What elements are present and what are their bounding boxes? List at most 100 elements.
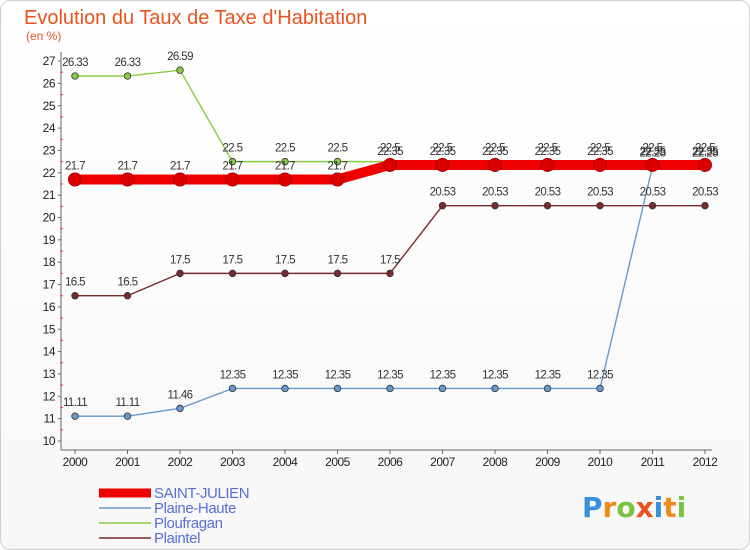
data-label: 16.5 xyxy=(118,277,138,289)
data-label: 22.5 xyxy=(275,143,295,155)
y-tick-label: 15 xyxy=(43,322,56,336)
y-tick-label: 12 xyxy=(43,389,56,403)
data-label: 12.35 xyxy=(377,369,403,381)
data-label: 22.5 xyxy=(380,143,400,155)
legend-label: Plaintel xyxy=(154,530,200,547)
data-label: 20.53 xyxy=(482,187,508,199)
legend: SAINT-JULIENPlaine-HautePloufraganPlaint… xyxy=(99,485,250,547)
data-point xyxy=(71,72,79,80)
data-point xyxy=(330,172,345,187)
axes: 10 11 12 13 14 15 16 17 18 19 20 21 22 23 24 25 26 27 200… xyxy=(43,52,719,469)
y-tick-label: 16 xyxy=(43,300,56,314)
data-label: 17.5 xyxy=(275,254,295,266)
chart-subtitle: (en %) xyxy=(26,29,61,43)
data-label: 12.35 xyxy=(325,369,351,381)
y-minor-ticks xyxy=(60,71,63,431)
data-point xyxy=(488,157,502,172)
y-ticks: 10 11 12 13 14 15 16 17 18 19 20 21 22 23 24 25 26 27 xyxy=(43,54,61,448)
data-point xyxy=(173,172,187,187)
data-label: 22.28 xyxy=(640,148,666,160)
data-point xyxy=(71,412,79,420)
data-label: 21.7 xyxy=(65,161,85,173)
data-point xyxy=(123,292,132,300)
x-tick-label: 2009 xyxy=(535,455,561,469)
data-point xyxy=(120,172,135,187)
data-label: 22.5 xyxy=(485,143,505,155)
data-label: 21.7 xyxy=(170,161,190,173)
data-label: 11.11 xyxy=(63,397,87,409)
x-tick-label: 2011 xyxy=(641,455,666,469)
y-tick-label: 13 xyxy=(43,367,56,381)
data-label: 20.53 xyxy=(587,187,613,199)
data-label: 22.35 xyxy=(535,146,561,158)
data-point xyxy=(228,269,237,278)
data-point xyxy=(281,269,289,278)
legend-label: Plaine-Haute xyxy=(154,500,236,517)
data-label: 22.5 xyxy=(223,143,243,155)
data-point xyxy=(278,172,292,187)
logo-letter: r xyxy=(603,491,617,524)
legend-label: Ploufragan xyxy=(154,515,223,532)
data-point xyxy=(540,157,555,172)
data-label: 12.35 xyxy=(535,369,561,381)
chart-title: Evolution du Taux de Taxe d'Habitation xyxy=(24,7,367,29)
y-tick-label: 10 xyxy=(43,434,56,448)
x-tick-label: 2000 xyxy=(63,455,89,469)
data-point xyxy=(543,384,552,393)
data-label: 22.5 xyxy=(538,143,558,155)
data-point xyxy=(176,66,184,74)
x-ticks: 2000 2001 2002 2003 2004 2005 2006 2007 2008 2009… xyxy=(63,450,719,469)
logo-letter: i xyxy=(654,491,664,524)
data-label: 22.5 xyxy=(433,143,453,155)
data-point xyxy=(596,384,604,393)
y-tick-label: 27 xyxy=(43,54,56,68)
data-label: 22.5 xyxy=(695,143,715,155)
data-label: 21.7 xyxy=(118,161,138,173)
data-label: 26.33 xyxy=(115,57,141,69)
data-point xyxy=(645,157,660,172)
data-label: 11.46 xyxy=(168,389,193,401)
data-label: 22.35 xyxy=(692,146,718,158)
data-point xyxy=(228,157,237,166)
logo-letter: o xyxy=(616,491,635,524)
data-label: 17.5 xyxy=(380,254,400,266)
data-point xyxy=(698,157,712,172)
y-tick-label: 23 xyxy=(43,143,56,157)
x-tick-label: 2012 xyxy=(693,455,719,469)
data-point xyxy=(281,157,289,166)
y-tick-label: 19 xyxy=(43,233,56,247)
x-tick-label: 2005 xyxy=(325,455,351,469)
data-point xyxy=(438,201,447,210)
data-point xyxy=(386,269,394,278)
data-label: 21.7 xyxy=(328,161,348,173)
data-point xyxy=(543,201,552,210)
x-tick-label: 2002 xyxy=(168,455,194,469)
y-tick-label: 11 xyxy=(44,412,56,426)
data-point xyxy=(281,384,289,393)
data-label: 22.5 xyxy=(643,143,663,155)
data-label: 12.35 xyxy=(272,369,298,381)
data-point xyxy=(228,384,237,393)
data-label: 17.5 xyxy=(328,254,348,266)
data-label: 22.5 xyxy=(328,143,348,155)
data-point xyxy=(123,412,132,420)
data-label: 21.7 xyxy=(223,161,243,173)
data-label: 12.35 xyxy=(587,369,613,381)
y-tick-label: 14 xyxy=(43,345,56,359)
data-label: 22.35 xyxy=(482,146,508,158)
x-tick-label: 2008 xyxy=(483,455,509,469)
data-point xyxy=(596,201,604,210)
data-label: 20.53 xyxy=(692,187,718,199)
data-point xyxy=(438,384,447,393)
data-point xyxy=(491,201,499,210)
data-label: 26.33 xyxy=(62,57,88,69)
data-label: 17.5 xyxy=(223,254,243,266)
legend-label: SAINT-JULIEN xyxy=(154,485,249,502)
data-point xyxy=(701,201,709,210)
data-point xyxy=(333,269,342,278)
x-tick-label: 2001 xyxy=(115,455,141,469)
data-label: 20.53 xyxy=(535,187,561,199)
series-layer xyxy=(68,66,712,420)
